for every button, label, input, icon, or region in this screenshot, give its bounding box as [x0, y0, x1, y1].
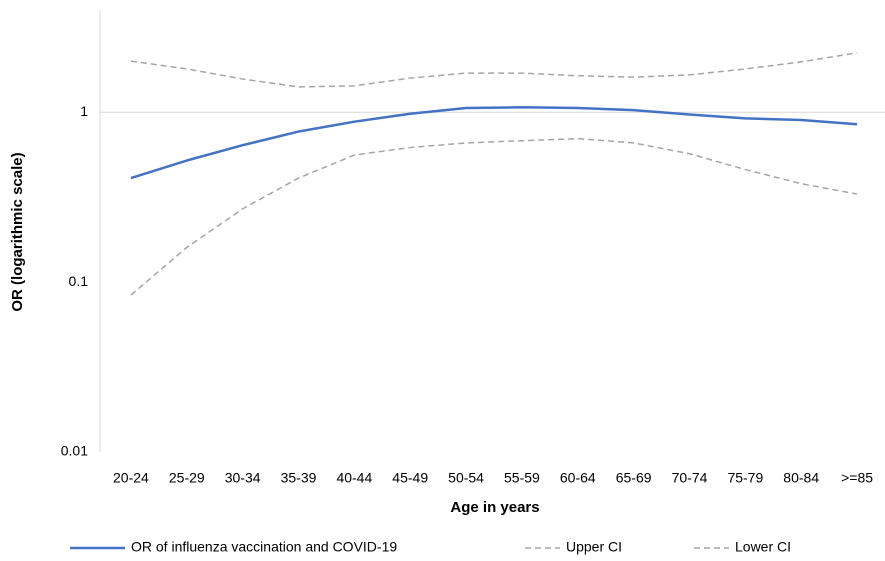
legend-label: OR of influenza vaccination and COVID-19 [131, 539, 397, 555]
x-axis-label: Age in years [450, 499, 539, 516]
x-tick-label: 80-84 [783, 470, 819, 486]
x-tick-label: 40-44 [336, 470, 372, 486]
x-tick-label: 60-64 [560, 470, 596, 486]
y-axis-label: OR (logarithmic scale) [9, 152, 26, 311]
x-tick-label: 35-39 [281, 470, 317, 486]
series-line [130, 106, 858, 180]
legend-label: Lower CI [735, 539, 791, 555]
y-tick-label: 0.01 [61, 443, 88, 459]
x-tick-label: 70-74 [672, 470, 708, 486]
series-line [130, 137, 858, 296]
x-tick-label: 30-34 [225, 470, 261, 486]
x-tick-label: 20-24 [113, 470, 149, 486]
x-tick-label: >=85 [841, 470, 873, 486]
x-tick-label: 75-79 [727, 470, 763, 486]
y-tick-label: 1 [80, 103, 88, 119]
series-line [130, 52, 858, 88]
x-tick-label: 45-49 [392, 470, 428, 486]
x-tick-label: 55-59 [504, 470, 540, 486]
x-tick-label: 50-54 [448, 470, 484, 486]
x-tick-label: 65-69 [616, 470, 652, 486]
x-tick-label: 25-29 [169, 470, 205, 486]
y-tick-label: 0.1 [69, 273, 89, 289]
legend-label: Upper CI [566, 539, 622, 555]
